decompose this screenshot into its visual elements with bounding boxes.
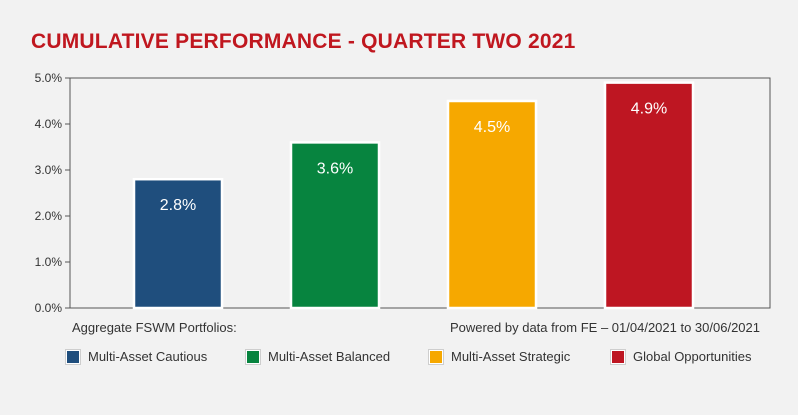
legend-label: Multi-Asset Strategic [451,349,571,364]
legend-swatch [428,348,444,365]
legend-label: Multi-Asset Cautious [88,349,208,364]
data-label: 4.9% [631,101,667,118]
legend-label: Multi-Asset Balanced [268,349,391,364]
y-tick-label: 2.0% [35,209,63,223]
legend: Multi-Asset Cautious Multi-Asset Balance… [65,348,766,367]
y-tick-label: 4.0% [35,117,63,131]
y-tick-label: 0.0% [35,301,63,315]
legend-item-balanced: Multi-Asset Balanced [245,348,391,365]
y-tick-label: 1.0% [35,255,63,269]
portfolio-caption: Aggregate FSWM Portfolios: [72,320,237,335]
legend-item-strategic: Multi-Asset Strategic [428,348,571,365]
source-caption: Powered by data from FE – 01/04/2021 to … [449,320,760,335]
y-tick-label: 3.0% [35,163,63,177]
y-tick-label: 5.0% [35,71,63,85]
bar [446,99,538,310]
bar [603,81,695,310]
plot-frame [69,77,771,309]
data-label: 3.6% [317,160,353,177]
bar [289,141,381,310]
legend-swatch [610,348,626,365]
data-label: 2.8% [160,197,196,214]
legend-item-cautious: Multi-Asset Cautious [65,348,208,365]
bar [132,177,224,310]
chart-title: CUMULATIVE PERFORMANCE - QUARTER TWO 202… [31,30,576,53]
legend-swatch [245,348,261,365]
legend-swatch [65,348,81,365]
data-label: 4.5% [474,119,510,136]
legend-label: Global Opportunities [633,349,752,364]
legend-item-global: Global Opportunities [610,348,752,365]
